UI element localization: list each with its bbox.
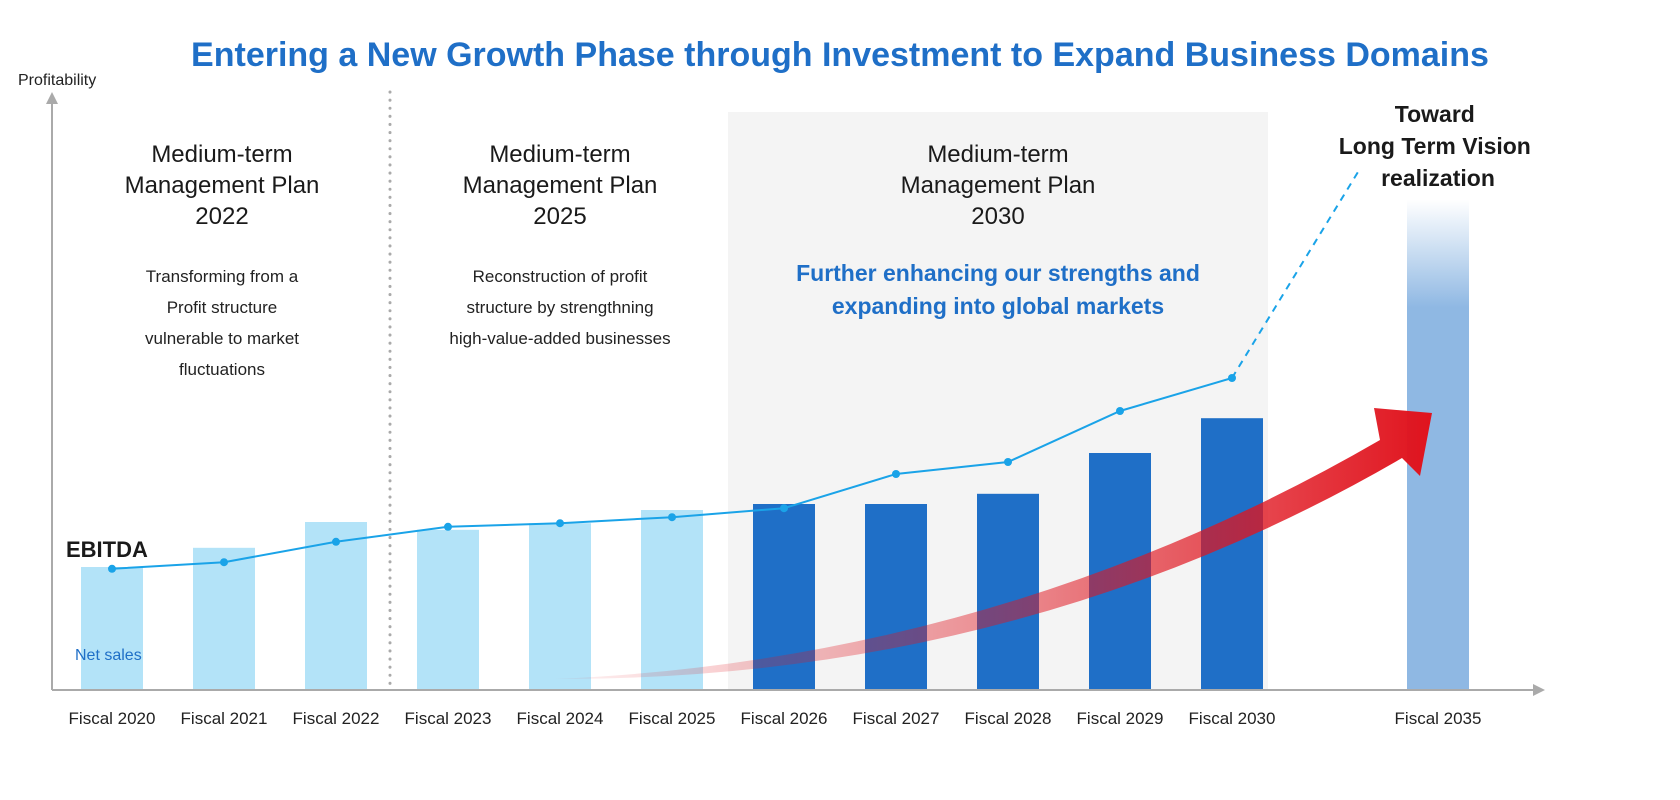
phase-title-line: Management Plan xyxy=(125,172,320,199)
bar-fiscal-2028 xyxy=(977,493,1039,690)
ebitda-label: EBITDA xyxy=(66,537,148,562)
ebitda-projection-line xyxy=(1231,171,1359,379)
x-tick-label: Fiscal 2024 xyxy=(517,709,604,728)
vision-line: Toward xyxy=(1395,101,1475,127)
growth-arrow xyxy=(555,408,1432,680)
x-tick-label: Fiscal 2030 xyxy=(1189,709,1276,728)
bar-fiscal-2024 xyxy=(529,523,591,690)
x-tick-label: Fiscal 2023 xyxy=(405,709,492,728)
ebitda-point xyxy=(1228,374,1236,382)
phase-title: Medium-term Management Plan 2025 xyxy=(463,141,658,230)
bar-fiscal-2021 xyxy=(193,547,255,690)
phase-description: Further enhancing our strengths and expan… xyxy=(796,260,1200,319)
net-sales-label: Net sales xyxy=(75,647,142,664)
phase-description-line: Profit structure xyxy=(167,298,278,317)
y-axis-arrow-icon xyxy=(46,92,58,104)
ebitda-point xyxy=(668,513,676,522)
x-tick-label: Fiscal 2022 xyxy=(293,709,380,728)
ebitda-point xyxy=(220,558,228,567)
bar-fiscal-2030 xyxy=(1201,418,1263,690)
phase-title-line: Medium-term xyxy=(151,141,292,168)
phase-description-line: Further enhancing our strengths and xyxy=(796,260,1200,286)
bar-fiscal-2022 xyxy=(305,522,367,690)
bar-fiscal-2023 xyxy=(417,529,479,690)
ebitda-point xyxy=(332,537,340,546)
phase-title: Medium-term Management Plan 2030 xyxy=(901,141,1096,230)
x-tick-label: Fiscal 2035 xyxy=(1395,709,1482,728)
vision-line: Long Term Vision xyxy=(1339,133,1531,159)
phase-description-line: Reconstruction of profit xyxy=(473,267,648,286)
x-tick-label: Fiscal 2020 xyxy=(69,709,156,728)
x-tick-label: Fiscal 2027 xyxy=(853,709,940,728)
phase-description-line: vulnerable to market xyxy=(145,329,299,348)
x-axis-arrow-icon xyxy=(1533,684,1545,696)
vision-line: realization xyxy=(1381,165,1495,191)
phase-description-line: high-value-added businesses xyxy=(449,329,670,348)
x-tick-label: Fiscal 2025 xyxy=(629,709,716,728)
bar-fiscal-2020 xyxy=(81,567,143,690)
bar-fiscal-2027 xyxy=(865,504,927,690)
chart-title: Entering a New Growth Phase through Inve… xyxy=(191,36,1489,74)
ebitda-point xyxy=(108,564,116,573)
phase-title: Medium-term Management Plan 2022 xyxy=(125,141,320,230)
phase-description: Reconstruction of profit structure by str… xyxy=(449,267,670,348)
ebitda-point xyxy=(556,519,564,528)
phase-description-line: Transforming from a xyxy=(146,267,299,286)
phase-description-line: structure by strengthning xyxy=(466,298,653,317)
x-tick-label: Fiscal 2029 xyxy=(1077,709,1164,728)
ebitda-point xyxy=(780,504,788,513)
phase-title-line: Medium-term xyxy=(927,141,1068,168)
phase-description-line: expanding into global markets xyxy=(832,293,1164,319)
x-tick-label: Fiscal 2028 xyxy=(965,709,1052,728)
ebitda-point xyxy=(1004,458,1012,466)
phase-title-line: 2022 xyxy=(195,203,248,230)
x-tick-label: Fiscal 2026 xyxy=(741,709,828,728)
x-tick-label: Fiscal 2021 xyxy=(181,709,268,728)
ebitda-point xyxy=(892,470,900,478)
phase-title-line: Medium-term xyxy=(489,141,630,168)
ebitda-point xyxy=(444,522,452,531)
ebitda-point xyxy=(1116,407,1124,415)
vision-label: Toward Long Term Vision realization xyxy=(1339,101,1538,191)
bar-fiscal-2025 xyxy=(641,510,703,690)
phase-title-line: 2030 xyxy=(971,203,1024,230)
phase-description-line: fluctuations xyxy=(179,360,265,379)
y-axis-label: Profitability xyxy=(18,72,96,89)
phase-title-line: Management Plan xyxy=(901,172,1096,199)
phase-title-line: 2025 xyxy=(533,203,586,230)
phase-title-line: Management Plan xyxy=(463,172,658,199)
phase-description: Transforming from a Profit structure vulne… xyxy=(145,267,299,379)
